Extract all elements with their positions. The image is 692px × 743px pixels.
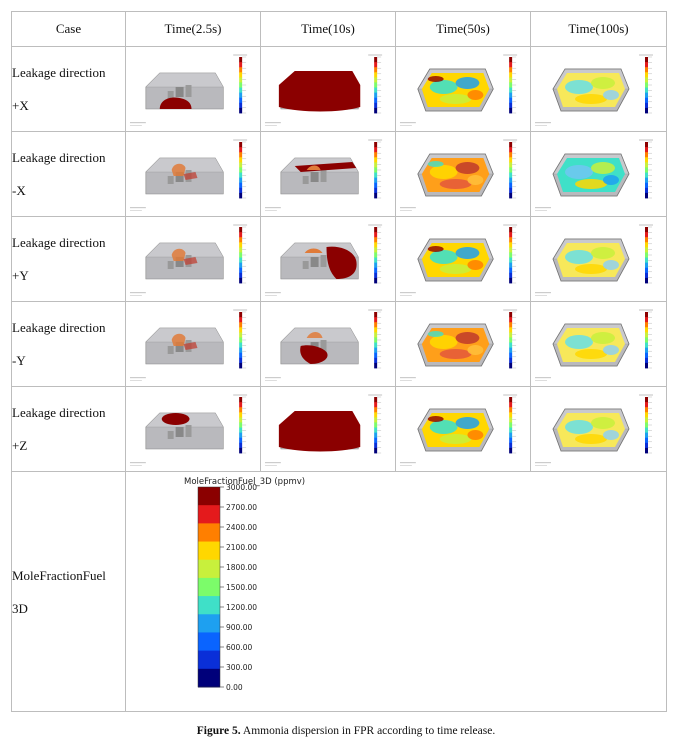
mini-colorbar [639,139,653,199]
simulation-image [125,216,261,302]
figure-caption: Figure 5. Ammonia dispersion in FPR acco… [0,725,692,737]
header-case: Case [11,11,126,47]
simulation-image [530,131,667,217]
results-table: Case Time(2.5s) Time(10s) Time(50s) Time… [11,11,667,712]
mini-colorbar [368,309,383,369]
simulation-image [125,131,261,217]
table-row: Leakage direction +Y [11,216,667,302]
simulation-image [530,386,667,472]
legend-swatch [198,668,220,688]
colorbar-legend: MoleFractionFuel_3D (ppmv) 3000.00 2700.00… [125,471,667,712]
legend-tick-label: 1200.00 [226,603,257,612]
header-time-10s: Time(10s) [260,11,396,47]
simulation-image [395,131,531,217]
mini-colorbar [233,394,248,454]
mini-colorbar [503,394,518,454]
legend-swatch [198,505,220,524]
simulation-image [260,216,396,302]
mini-colorbar [368,224,383,284]
legend-tick-label: 900.00 [226,623,252,632]
case-label: MoleFractionFuel 3D [11,471,126,712]
simulation-image [395,301,531,387]
simulation-image [260,46,396,132]
mini-colorbar [503,54,518,114]
legend-swatch [198,577,220,597]
mini-colorbar [233,54,248,114]
legend-swatch [198,614,220,633]
case-label: Leakage direction +X [11,46,126,132]
legend-swatch [198,596,220,615]
table-row: Leakage direction -X [11,131,667,217]
legend-tick-label: 2400.00 [226,523,257,532]
mini-colorbar [503,139,518,199]
legend-row: MoleFractionFuel 3D MoleFractionFuel_3D (… [11,471,667,712]
simulation-image [530,216,667,302]
mini-colorbar [639,394,653,454]
case-label: Leakage direction -X [11,131,126,217]
simulation-image [125,301,261,387]
simulation-image [530,301,667,387]
mini-colorbar [368,54,383,114]
mini-colorbar [233,224,248,284]
caption-text: Ammonia dispersion in FPR according to t… [240,725,496,737]
header-time-50s: Time(50s) [395,11,531,47]
simulation-image [395,46,531,132]
legend-tick-label: 1500.00 [226,583,257,592]
legend-tick-label: 2100.00 [226,543,257,552]
legend-tick-label: 2700.00 [226,503,257,512]
case-label: Leakage direction +Z [11,386,126,472]
mini-colorbar [368,139,383,199]
simulation-image [530,46,667,132]
case-label: Leakage direction +Y [11,216,126,302]
legend-tick-label: 3000.00 [226,483,257,492]
header-time-2-5s: Time(2.5s) [125,11,261,47]
case-label: Leakage direction -Y [11,301,126,387]
header-time-100s: Time(100s) [530,11,667,47]
mini-colorbar [368,394,383,454]
mini-colorbar [639,309,653,369]
legend-tick-label: 0.00 [226,683,243,692]
mini-colorbar [639,54,653,114]
simulation-image [395,216,531,302]
legend-title: MoleFractionFuel_3D (ppmv) [184,477,305,487]
table-row: Leakage direction +Z [11,386,667,472]
legend-swatch [198,487,220,506]
legend-swatch [198,650,220,670]
simulation-image [395,386,531,472]
legend-swatch [198,523,220,543]
mini-colorbar [503,309,518,369]
mini-colorbar [503,224,518,284]
header-row: Case Time(2.5s) Time(10s) Time(50s) Time… [11,11,667,47]
simulation-image [125,46,261,132]
legend-tick-label: 300.00 [226,663,252,672]
simulation-image [260,386,396,472]
simulation-image [125,386,261,472]
legend-swatch [198,541,220,561]
legend-tick-label: 1800.00 [226,563,257,572]
legend-swatch [198,632,220,652]
colorbar: MoleFractionFuel_3D (ppmv)3000.00 2700.00… [184,477,305,692]
figure-label: Figure 5. [196,725,241,737]
table-row: Leakage direction -Y [11,301,667,387]
mini-colorbar [233,139,248,199]
legend-swatch [198,559,220,579]
mini-colorbar [233,309,248,369]
mini-colorbar [639,224,653,284]
simulation-image [260,131,396,217]
simulation-image [260,301,396,387]
legend-tick-label: 600.00 [226,643,252,652]
table-row: Leakage direction +X [11,46,667,132]
